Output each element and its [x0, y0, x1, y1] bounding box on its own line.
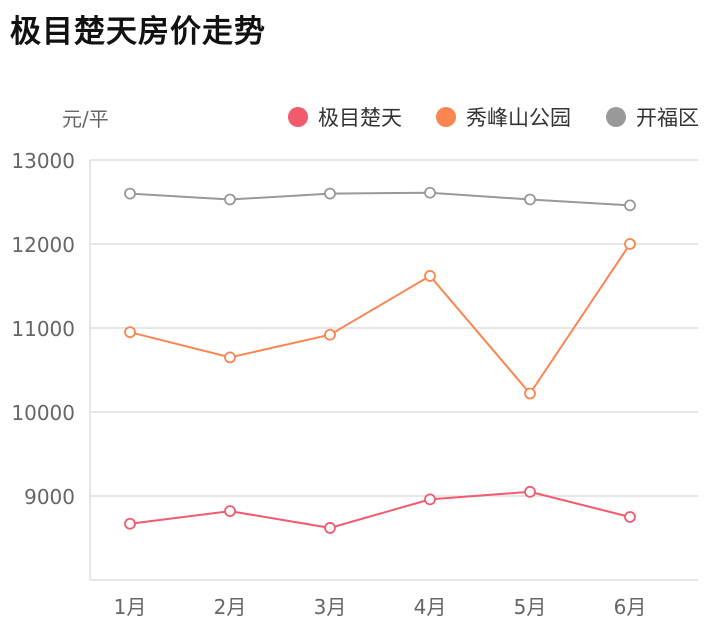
- data-point: [424, 186, 436, 199]
- x-tick-label: 6月: [614, 595, 647, 619]
- data-point: [524, 387, 536, 400]
- data-point: [124, 326, 136, 339]
- data-point: [524, 193, 536, 206]
- data-point: [624, 238, 636, 250]
- data-point: [424, 270, 436, 282]
- legend-label: 秀峰山公园: [466, 106, 571, 130]
- legend-label: 极目楚天: [318, 106, 402, 130]
- data-point: [124, 187, 136, 200]
- legend-marker-icon: [436, 107, 456, 127]
- legend-marker-icon: [288, 107, 308, 127]
- y-axis-label: 元/平: [62, 107, 109, 131]
- legend-marker-icon: [606, 107, 626, 127]
- data-point: [624, 511, 636, 523]
- data-point: [524, 485, 536, 498]
- series-line: [129, 243, 631, 396]
- series-line: [129, 191, 631, 207]
- data-point: [324, 328, 336, 341]
- x-tick-label: 5月: [514, 595, 547, 619]
- y-tick-label: 12000: [11, 233, 75, 257]
- data-point: [224, 351, 236, 364]
- x-tick-label: 2月: [214, 595, 247, 619]
- data-point: [124, 517, 136, 530]
- data-point: [324, 187, 336, 200]
- y-tick-label: 13000: [11, 149, 75, 173]
- data-point: [624, 199, 636, 212]
- y-tick-label: 9000: [24, 485, 75, 509]
- data-point: [224, 193, 236, 206]
- data-point: [424, 493, 436, 506]
- series-line: [129, 490, 631, 529]
- legend-label: 开福区: [636, 106, 699, 130]
- chart-title: 极目楚天房价走势: [10, 14, 266, 50]
- data-point: [224, 505, 236, 518]
- x-tick-label: 4月: [414, 595, 447, 619]
- x-tick-label: 3月: [314, 595, 347, 619]
- y-tick-label: 10000: [11, 401, 75, 425]
- y-tick-label: 11000: [11, 317, 75, 341]
- data-point: [324, 522, 336, 534]
- x-tick-label: 1月: [114, 595, 147, 619]
